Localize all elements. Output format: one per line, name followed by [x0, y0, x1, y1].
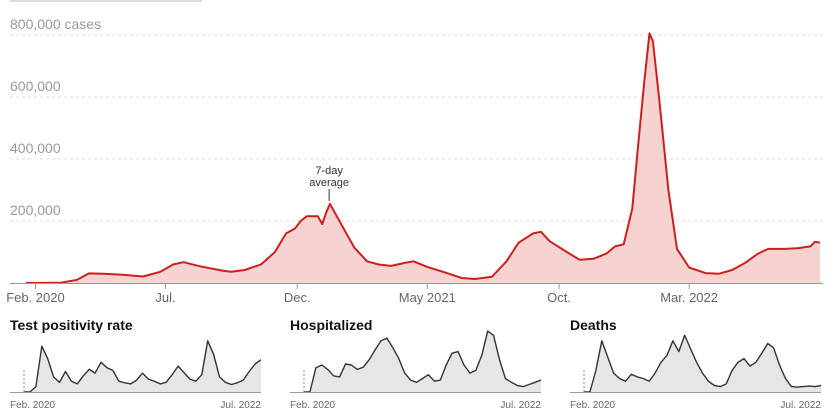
- small-chart-title-deaths: Deaths: [570, 317, 617, 333]
- x-tick-label: May 2021: [399, 290, 456, 305]
- small-chart-area-hospitalized: [304, 331, 541, 392]
- small-chart-title-hospitalized: Hospitalized: [290, 317, 373, 333]
- small-chart-x-label: Feb. 2020: [570, 400, 615, 411]
- small-chart-line-hospitalized: [304, 330, 542, 393]
- small-chart-area-test-positivity: [24, 340, 261, 392]
- annotation-label: 7-day: [315, 165, 343, 177]
- x-tick-label: Dec.: [284, 290, 311, 305]
- small-chart-x-label: Feb. 2020: [10, 400, 55, 411]
- top-rule: [10, 0, 202, 2]
- y-tick-label: 200,000: [10, 202, 61, 218]
- y-tick-label: 600,000: [10, 78, 61, 94]
- x-tick-label: Feb. 2020: [6, 290, 65, 305]
- small-chart-title-test-positivity: Test positivity rate: [10, 317, 133, 333]
- small-chart-x-label: Feb. 2020: [290, 400, 335, 411]
- x-tick-label: Jul.: [155, 290, 175, 305]
- small-chart-line-test-positivity: [24, 340, 262, 393]
- cases-line: [25, 32, 821, 284]
- small-chart-x-label: Jul. 2022: [780, 400, 821, 411]
- small-chart-line-deaths: [584, 334, 822, 393]
- small-chart-area-deaths: [584, 335, 821, 392]
- cases-area: [26, 33, 820, 284]
- y-tick-label: 400,000: [10, 140, 61, 156]
- x-tick-label: Oct.: [547, 290, 571, 305]
- x-tick-label: Mar. 2022: [660, 290, 718, 305]
- small-chart-x-label: Jul. 2022: [220, 400, 261, 411]
- y-tick-label: 800,000 cases: [10, 16, 101, 32]
- annotation-label: average: [309, 177, 349, 189]
- small-chart-x-label: Jul. 2022: [500, 400, 541, 411]
